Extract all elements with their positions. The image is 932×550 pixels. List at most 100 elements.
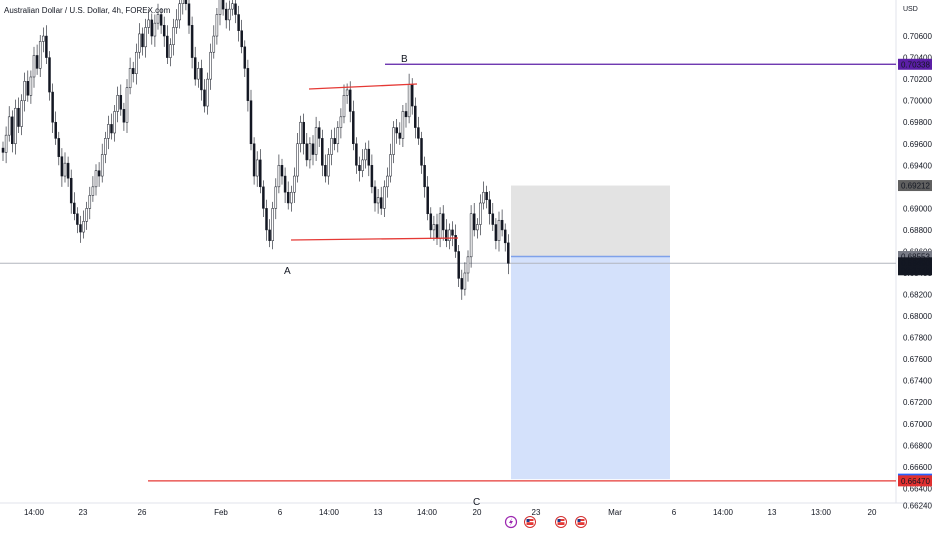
candle-body (240, 30, 243, 48)
candle-body (116, 95, 119, 112)
point-c-label: C (473, 497, 480, 508)
candle-body (104, 138, 107, 155)
price-tick-label: 0.68000 (903, 312, 932, 321)
candle-body (125, 87, 129, 123)
candle-body (327, 154, 330, 177)
price-tick-label: 0.66600 (903, 463, 932, 472)
candle-body (494, 224, 498, 241)
candle-body (364, 148, 367, 161)
candle-body (69, 177, 73, 204)
candle-body (414, 105, 417, 128)
entry-badge-text: 0.68553 (901, 253, 930, 262)
candle-body (262, 186, 265, 209)
upper-trendline[interactable] (308, 83, 418, 90)
candle-body (181, 0, 185, 5)
candle-body (302, 121, 305, 145)
candle-body (144, 27, 147, 48)
candle-body (35, 55, 39, 69)
candle-body (224, 8, 228, 21)
candle-body (82, 221, 85, 233)
candle-body (228, 8, 231, 21)
candle-body (138, 33, 141, 53)
candle-body (358, 165, 361, 171)
symbol-title[interactable]: Australian Dollar / U.S. Dollar, 4h, FOR… (4, 6, 171, 15)
level-c-badge-text: 0.66470 (901, 477, 930, 486)
candle-body (321, 138, 324, 166)
candle-body (441, 213, 445, 231)
flag-canton (557, 519, 561, 522)
price-tick-label: 0.67200 (903, 398, 932, 407)
candle-body (429, 213, 433, 231)
lower-trendline[interactable] (290, 237, 459, 241)
candle-body (265, 208, 268, 231)
time-tick-label: 23 (79, 508, 88, 517)
flag-stripe-white (526, 521, 534, 523)
take-profit-zone[interactable] (511, 256, 670, 480)
candle-body (14, 107, 17, 145)
candle-body (283, 175, 287, 193)
point-b-label: B (401, 54, 408, 65)
point-a-label: A (284, 266, 291, 277)
candle-body (497, 219, 501, 241)
candle-body (156, 14, 160, 24)
candle-body (88, 195, 92, 209)
current-price-badge[interactable] (898, 257, 932, 276)
candle-body (169, 44, 172, 58)
candle-body (17, 107, 20, 127)
candle-body (66, 162, 70, 179)
candle-body (234, 3, 237, 15)
candle-body (491, 213, 495, 225)
stop-loss-zone[interactable] (511, 185, 670, 257)
candle-body (507, 242, 510, 264)
candle-body (162, 25, 166, 37)
candle-body (4, 134, 8, 153)
entry-badge[interactable] (898, 251, 932, 263)
flag-canton (577, 519, 581, 522)
current-price-badge-text: 0.68490 (901, 259, 930, 268)
time-tick-label: 14:00 (24, 508, 45, 517)
candle-body (308, 143, 312, 161)
candle-body (197, 68, 200, 80)
candle-body (448, 229, 451, 241)
level-b-badge[interactable] (898, 58, 932, 70)
price-tick-label: 0.67600 (903, 355, 932, 364)
price-tick-label: 0.66400 (903, 484, 932, 493)
candle-body (423, 165, 426, 188)
candle-body (11, 116, 14, 145)
time-tick-label: Feb (214, 508, 228, 517)
level-b-badge-text: 0.70338 (901, 60, 930, 69)
candle-body (466, 256, 470, 274)
time-tick-label: Mar (608, 508, 622, 517)
candle-body (128, 68, 132, 89)
level-c-badge[interactable] (898, 475, 932, 487)
candle-body (32, 55, 36, 78)
time-tick-label: 23 (532, 508, 541, 517)
candle-body (107, 124, 110, 139)
candle-body (454, 235, 457, 252)
candle-body (438, 213, 442, 239)
candle-body (417, 127, 420, 139)
candle-body (479, 202, 482, 225)
candle-body (178, 3, 181, 21)
axis-currency[interactable]: USD (903, 6, 918, 13)
candle-body (389, 154, 392, 177)
candle-body (376, 197, 380, 204)
candle-body (91, 186, 95, 196)
candle-body (345, 89, 349, 96)
candle-body (383, 186, 386, 209)
stop-zone-badge[interactable] (898, 180, 932, 192)
candle-body (150, 19, 154, 37)
candle-body (451, 229, 454, 236)
candle-body (153, 22, 157, 37)
candle-body (237, 14, 240, 31)
time-tick-label: 26 (138, 508, 147, 517)
candle-body (311, 143, 315, 155)
candle-body (45, 35, 48, 58)
price-tick-label: 0.68200 (903, 291, 932, 300)
candle-body (85, 208, 88, 222)
candle-body (352, 111, 355, 145)
candle-body (57, 138, 61, 157)
candle-body (73, 202, 76, 215)
